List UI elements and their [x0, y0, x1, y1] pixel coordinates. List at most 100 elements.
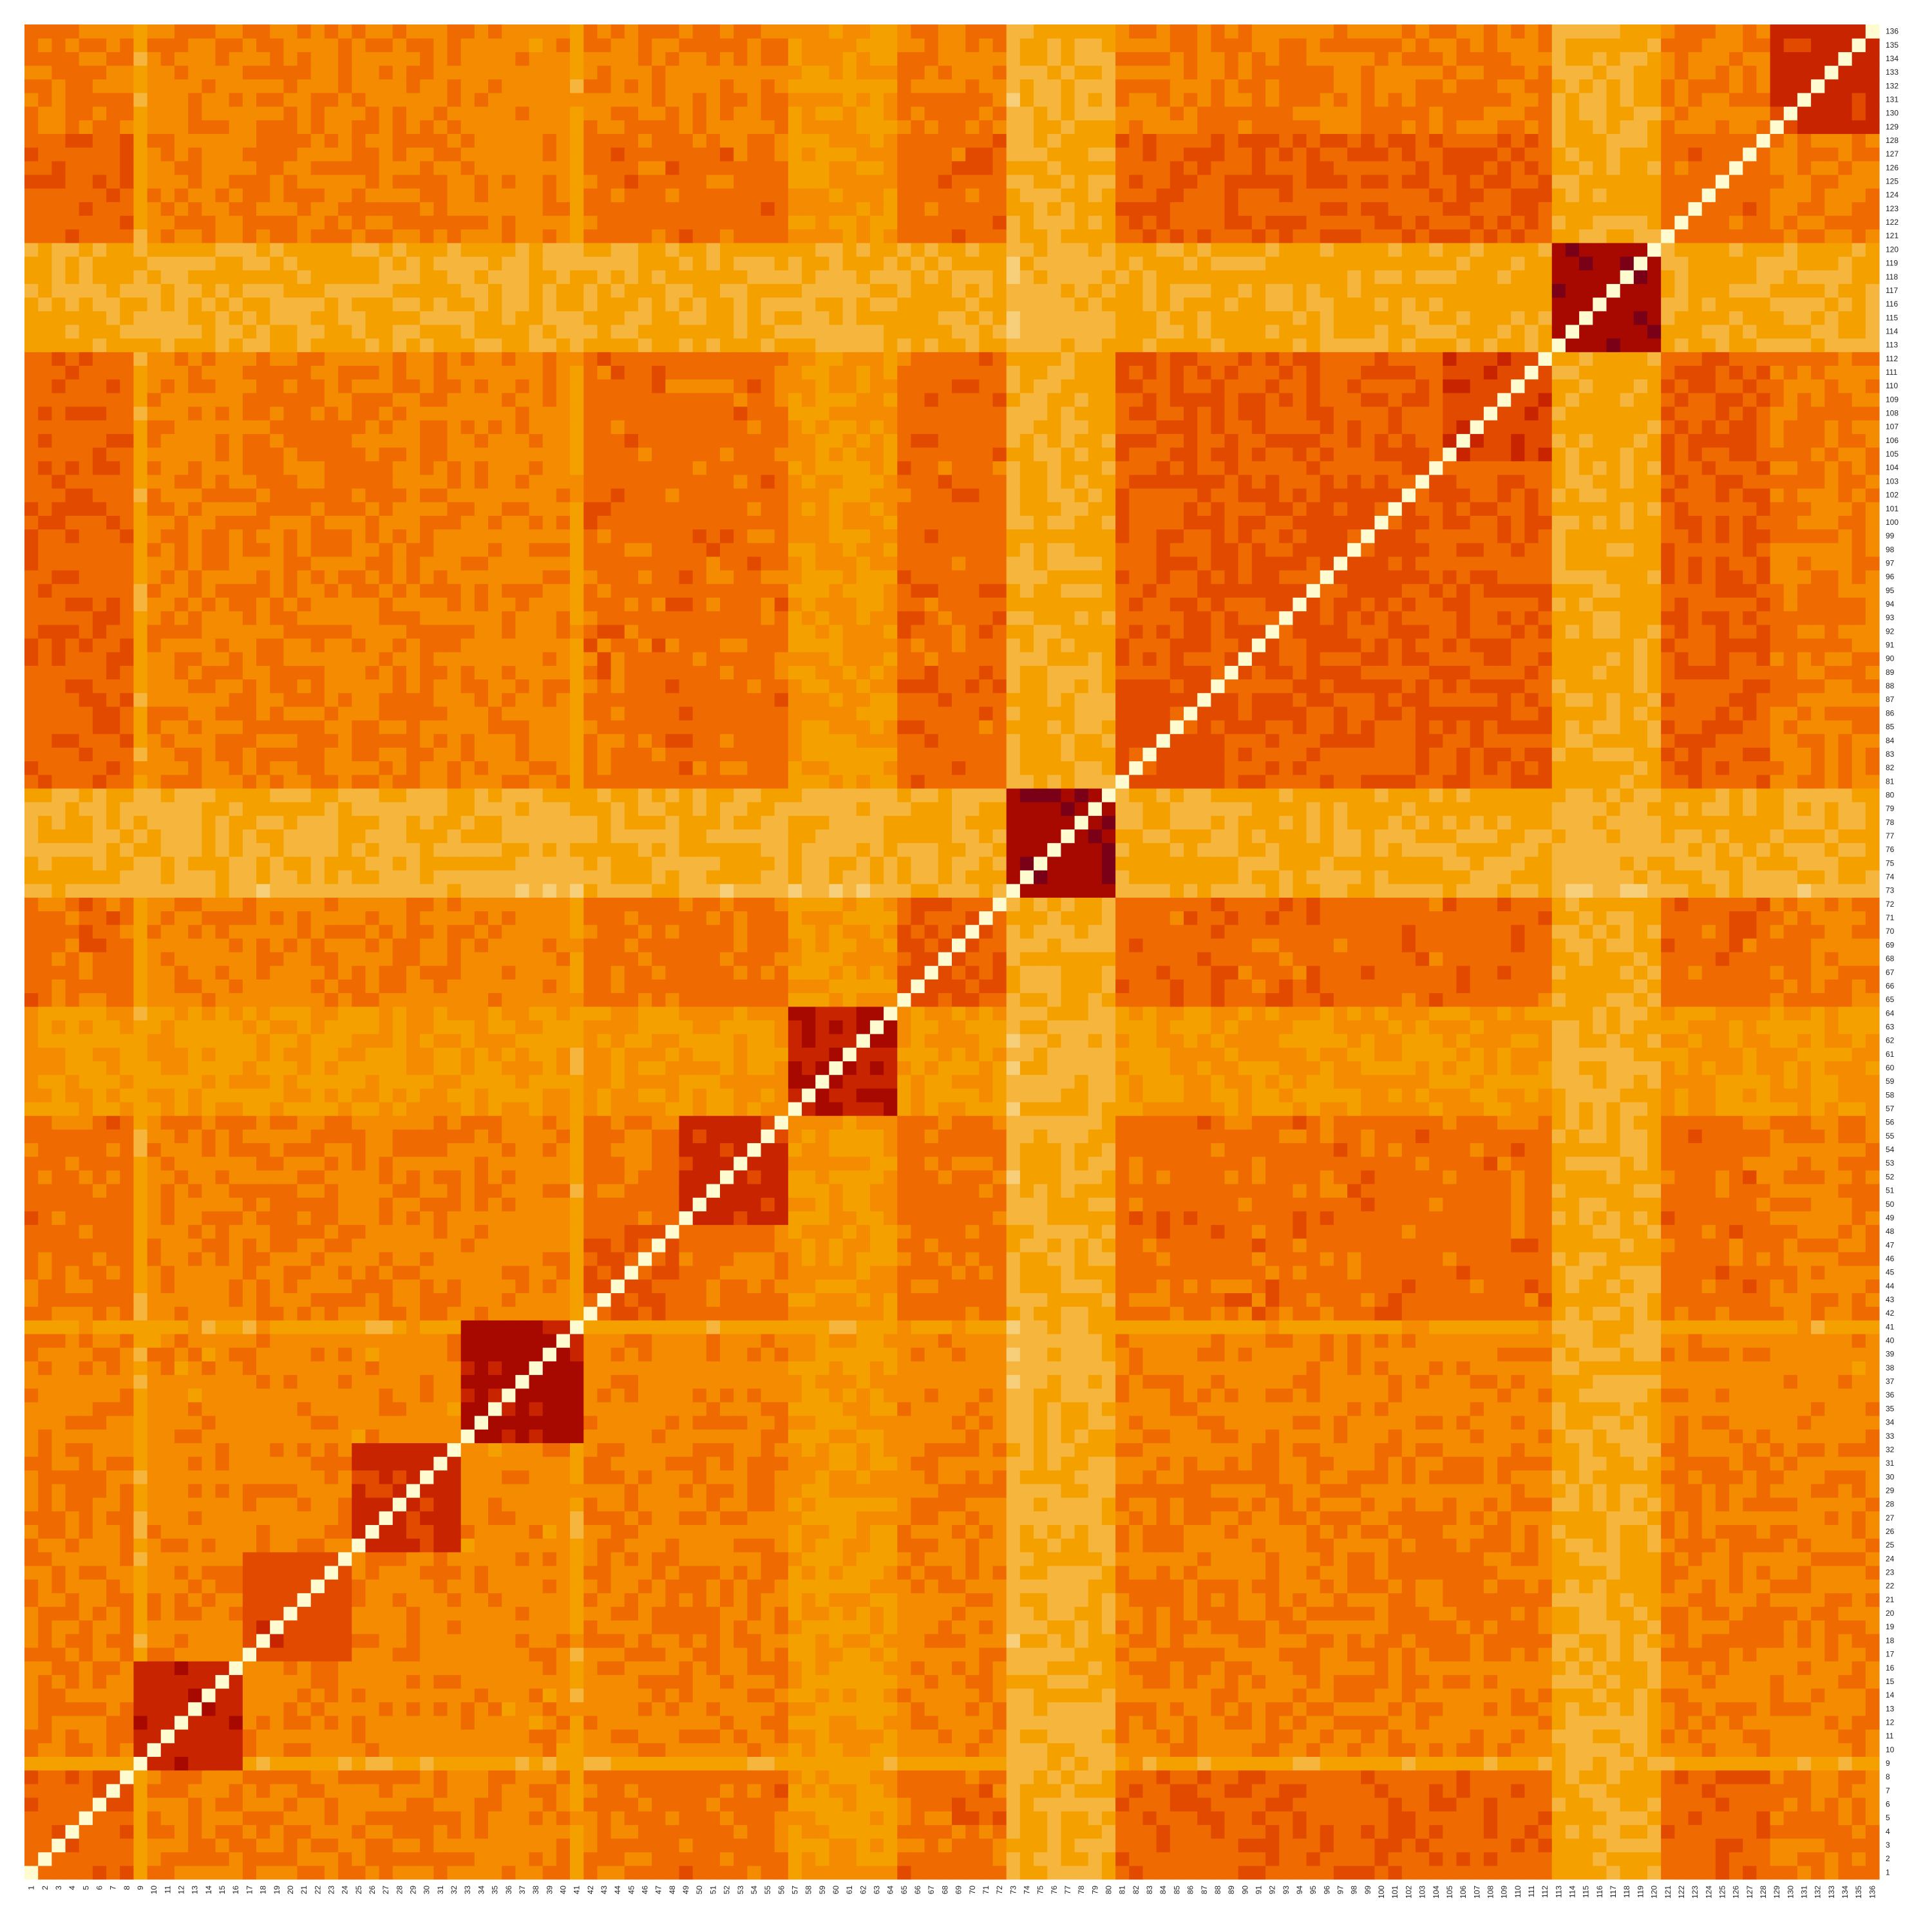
heatmap-cell — [1034, 1565, 1048, 1580]
heatmap-cell — [1211, 1606, 1226, 1621]
heatmap-cell — [720, 1497, 734, 1511]
heatmap-cell — [597, 1429, 612, 1443]
heatmap-cell — [788, 1497, 802, 1511]
heatmap-cell — [1197, 1483, 1211, 1498]
heatmap-cell — [1838, 1606, 1853, 1621]
heatmap-cell — [1456, 1701, 1471, 1716]
heatmap-cell — [1265, 1388, 1280, 1403]
heatmap-cell — [815, 1416, 830, 1430]
heatmap-cell — [1320, 1770, 1334, 1785]
heatmap-cell — [106, 1374, 120, 1389]
heatmap-cell — [692, 1538, 707, 1553]
heatmap-cell — [1034, 1401, 1048, 1416]
heatmap-cell — [52, 1633, 66, 1648]
heatmap-cell — [1019, 1701, 1034, 1716]
heatmap-cell — [38, 1456, 52, 1471]
heatmap-cell — [1824, 1538, 1839, 1553]
heatmap-cell — [406, 1456, 421, 1471]
heatmap-cell — [583, 1633, 598, 1648]
heatmap-cell — [706, 1388, 721, 1403]
heatmap-cell — [1101, 1416, 1116, 1430]
heatmap-cell — [652, 1551, 666, 1566]
heatmap-cell — [692, 1743, 707, 1757]
heatmap-cell — [229, 1715, 243, 1730]
heatmap-cell — [515, 1743, 530, 1757]
heatmap-cell — [433, 1783, 448, 1798]
heatmap-cell — [1443, 1538, 1457, 1553]
heatmap-cell — [38, 1852, 52, 1866]
heatmap-cell — [1115, 1511, 1130, 1526]
heatmap-cell — [202, 1688, 216, 1703]
heatmap-cell — [638, 1551, 652, 1566]
heatmap-cell — [692, 1606, 707, 1621]
heatmap-cell — [1456, 1783, 1471, 1798]
heatmap-cell — [679, 1811, 694, 1825]
heatmap-cell — [665, 1401, 680, 1416]
heatmap-cell — [720, 1620, 734, 1634]
heatmap-cell — [379, 1565, 393, 1580]
heatmap-cell — [556, 1674, 571, 1689]
heatmap-cell — [911, 1783, 925, 1798]
heatmap-cell — [79, 1388, 93, 1403]
heatmap-cell — [433, 1824, 448, 1839]
heatmap-cell — [1047, 1852, 1062, 1866]
heatmap-cell — [352, 1483, 366, 1498]
heatmap-cell — [1279, 1756, 1294, 1771]
heatmap-cell — [692, 1647, 707, 1662]
heatmap-cell — [1211, 1401, 1226, 1416]
heatmap-cell — [92, 1456, 107, 1471]
heatmap-cell — [215, 1715, 230, 1730]
heatmap-cell — [884, 1688, 898, 1703]
heatmap-cell — [652, 1565, 666, 1580]
heatmap-cell — [965, 1620, 980, 1634]
heatmap-cell — [447, 1538, 462, 1553]
heatmap-cell — [1047, 1483, 1062, 1498]
heatmap-cell — [1238, 1524, 1253, 1539]
heatmap-cell — [79, 1416, 93, 1430]
heatmap-cell — [52, 1852, 66, 1866]
heatmap-cell — [256, 1824, 270, 1839]
heatmap-cell — [1524, 1715, 1539, 1730]
heatmap-cell — [1483, 1865, 1498, 1880]
heatmap-cell — [1511, 1647, 1526, 1662]
heatmap-cell — [869, 1715, 884, 1730]
heatmap-cell — [1251, 1524, 1266, 1539]
heatmap-cell — [1470, 1606, 1484, 1621]
heatmap-cell — [720, 1524, 734, 1539]
heatmap-cell — [761, 1470, 775, 1484]
heatmap-cell — [788, 1429, 802, 1443]
heatmap-cell — [324, 1701, 339, 1716]
heatmap-cell — [106, 1865, 120, 1880]
heatmap-cell — [92, 1715, 107, 1730]
heatmap-cell — [338, 1688, 352, 1703]
heatmap-cell — [1333, 1674, 1348, 1689]
heatmap-cell — [583, 1797, 598, 1812]
heatmap-cell — [256, 1483, 270, 1498]
heatmap-cell — [856, 1565, 871, 1580]
heatmap-cell — [133, 1524, 148, 1539]
heatmap-cell — [952, 1701, 966, 1716]
heatmap-cell — [283, 1783, 298, 1798]
heatmap-cell — [1579, 1797, 1593, 1812]
heatmap-cell — [1251, 1770, 1266, 1785]
heatmap-cell — [774, 1416, 789, 1430]
heatmap-cell — [624, 1388, 639, 1403]
heatmap-cell — [1674, 1824, 1689, 1839]
heatmap-cell — [884, 1770, 898, 1785]
heatmap-cell — [869, 1524, 884, 1539]
heatmap-cell — [1251, 1551, 1266, 1566]
heatmap-cell — [174, 1429, 189, 1443]
heatmap-cell — [1211, 1470, 1226, 1484]
heatmap-cell — [1279, 1565, 1294, 1580]
heatmap-cell — [256, 1443, 270, 1457]
heatmap-cell — [242, 1511, 257, 1526]
heatmap-cell — [1034, 1593, 1048, 1607]
heatmap-cell — [160, 1647, 175, 1662]
heatmap-cell — [952, 1811, 966, 1825]
heatmap-cell — [679, 1524, 694, 1539]
heatmap-cell — [815, 1756, 830, 1771]
heatmap-cell — [1483, 1783, 1498, 1798]
heatmap-cell — [1238, 1593, 1253, 1607]
heatmap-cell — [679, 1701, 694, 1716]
heatmap-cell — [965, 1551, 980, 1566]
